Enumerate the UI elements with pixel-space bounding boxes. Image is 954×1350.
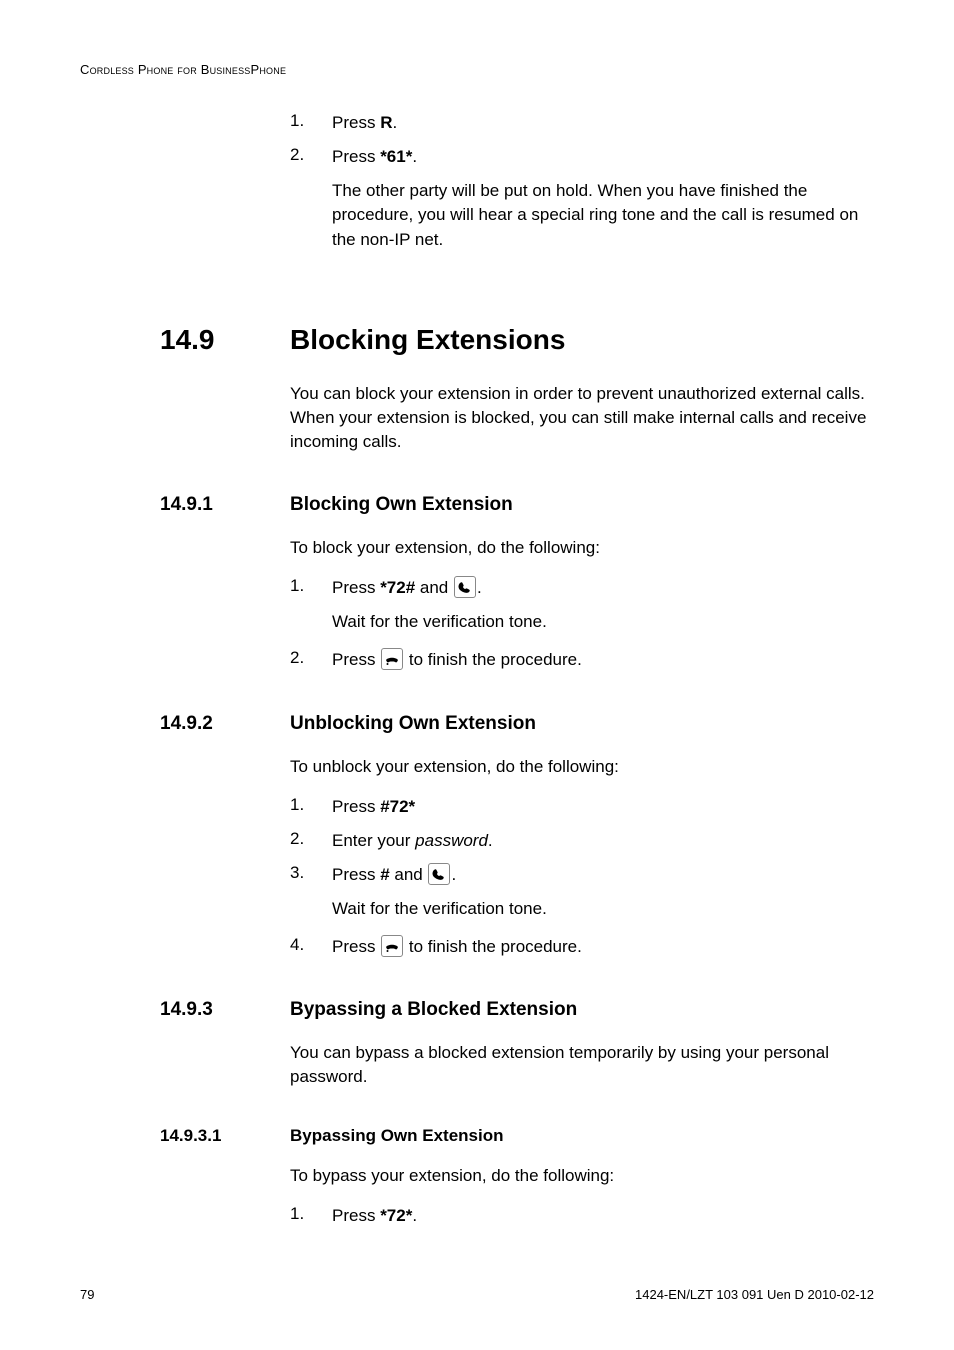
list-number: 1. (290, 795, 332, 819)
section-14-9-3-body: You can bypass a blocked extension tempo… (290, 1041, 874, 1089)
code: #72* (380, 797, 415, 816)
list-body: Press R. (332, 111, 874, 135)
list-subtext: The other party will be put on hold. Whe… (332, 179, 874, 251)
list-number: 1. (290, 1204, 332, 1228)
text: . (412, 147, 417, 166)
text: Press (332, 1206, 380, 1225)
text: Press (332, 797, 380, 816)
list-body: Press to finish the procedure. (332, 935, 874, 959)
code: *61* (380, 147, 412, 166)
list-item: 4. Press to finish the procedure. (290, 935, 874, 959)
section-14-9-body: You can block your extension in order to… (290, 382, 874, 454)
paragraph: You can bypass a blocked extension tempo… (290, 1041, 874, 1089)
text: and (415, 578, 453, 597)
section-14-9-3-heading: 14.9.3 Bypassing a Blocked Extension (80, 999, 874, 1021)
section-title: Blocking Own Extension (290, 494, 513, 515)
end-call-icon (381, 648, 403, 670)
section-title: Unblocking Own Extension (290, 713, 536, 734)
list-item: 2. Press *61*. (290, 145, 874, 169)
section-title: Bypassing Own Extension (290, 1126, 504, 1145)
text: Press (332, 865, 380, 884)
list-body: Press *72# and . (332, 576, 874, 600)
section-number: 14.9 (160, 324, 215, 356)
call-handset-icon (428, 863, 450, 885)
list-body: Enter your password. (332, 829, 874, 853)
list-number: 2. (290, 648, 332, 672)
end-call-icon (381, 935, 403, 957)
section-14-9-3-1-heading: 14.9.3.1 Bypassing Own Extension (80, 1126, 874, 1146)
page-number: 79 (80, 1287, 94, 1302)
section-14-9-3-1-body: To bypass your extension, do the followi… (290, 1164, 874, 1228)
running-head: Cordless Phone for BusinessPhone (80, 62, 874, 77)
text: . (488, 831, 493, 850)
text: . (412, 1206, 417, 1225)
section-number: 14.9.2 (160, 713, 213, 735)
paragraph: To unblock your extension, do the follow… (290, 755, 874, 779)
section-title: Bypassing a Blocked Extension (290, 999, 577, 1020)
section-14-9-1-heading: 14.9.1 Blocking Own Extension (80, 494, 874, 516)
list-item: 3. Press # and . (290, 863, 874, 887)
text: Press (332, 937, 380, 956)
text: Press (332, 650, 380, 669)
list-item: 1. Press #72* (290, 795, 874, 819)
text: . (451, 865, 456, 884)
list-number: 2. (290, 145, 332, 169)
list-number: 2. (290, 829, 332, 853)
text: to finish the procedure. (404, 937, 582, 956)
section-number: 14.9.3 (160, 999, 213, 1021)
text: Press (332, 113, 380, 132)
italic-text: password (415, 831, 488, 850)
list-number: 3. (290, 863, 332, 887)
list-body: Press to finish the procedure. (332, 648, 874, 672)
list-body: Press *72*. (332, 1204, 874, 1228)
list-item: 1. Press *72*. (290, 1204, 874, 1228)
code: R (380, 113, 392, 132)
list-subtext: Wait for the verification tone. (332, 897, 874, 921)
section-14-9-2-heading: 14.9.2 Unblocking Own Extension (80, 713, 874, 735)
text: Press (332, 578, 380, 597)
paragraph: To block your extension, do the followin… (290, 536, 874, 560)
list-number: 1. (290, 111, 332, 135)
list-body: Press #72* (332, 795, 874, 819)
page-footer: 79 1424-EN/LZT 103 091 Uen D 2010-02-12 (80, 1287, 874, 1302)
text: Enter your (332, 831, 415, 850)
section-number: 14.9.1 (160, 494, 213, 516)
list-item: 2. Enter your password. (290, 829, 874, 853)
intro-list: 1. Press R. 2. Press *61*. The other par… (290, 111, 874, 252)
list-number: 1. (290, 576, 332, 600)
code: *72* (380, 1206, 412, 1225)
list-item: 1. Press *72# and . (290, 576, 874, 600)
text: . (392, 113, 397, 132)
doc-reference: 1424-EN/LZT 103 091 Uen D 2010-02-12 (635, 1287, 874, 1302)
text: to finish the procedure. (404, 650, 582, 669)
code: # (380, 865, 389, 884)
section-number: 14.9.3.1 (160, 1126, 221, 1146)
text: Press (332, 147, 380, 166)
section-14-9-2-body: To unblock your extension, do the follow… (290, 755, 874, 960)
list-number: 4. (290, 935, 332, 959)
list-subtext: Wait for the verification tone. (332, 610, 874, 634)
call-handset-icon (454, 576, 476, 598)
text: . (477, 578, 482, 597)
list-body: Press # and . (332, 863, 874, 887)
section-14-9-heading: 14.9 Blocking Extensions (80, 324, 874, 356)
running-head-text: Cordless Phone for BusinessPhone (80, 62, 286, 77)
paragraph: To bypass your extension, do the followi… (290, 1164, 874, 1188)
list-body: Press *61*. (332, 145, 874, 169)
code: *72# (380, 578, 415, 597)
text: and (390, 865, 428, 884)
paragraph: You can block your extension in order to… (290, 382, 874, 454)
list-item: 1. Press R. (290, 111, 874, 135)
section-14-9-1-body: To block your extension, do the followin… (290, 536, 874, 673)
section-title: Blocking Extensions (290, 324, 565, 355)
list-item: 2. Press to finish the procedure. (290, 648, 874, 672)
